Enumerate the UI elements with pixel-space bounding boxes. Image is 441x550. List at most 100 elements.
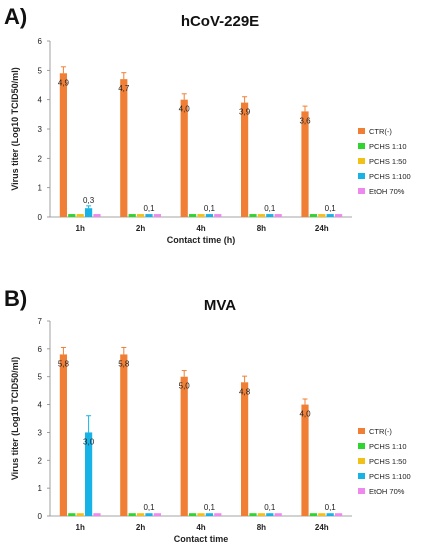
legend-entry: PCHS 1:50 xyxy=(369,157,407,166)
legend-entry: EtOH 70% xyxy=(369,487,405,496)
y-tick-label: 0 xyxy=(38,512,43,521)
legend-swatch xyxy=(358,428,365,434)
bar xyxy=(214,214,222,217)
bar xyxy=(76,214,84,217)
y-tick-label: 5 xyxy=(38,66,43,75)
data-label: 0,1 xyxy=(325,503,337,512)
x-axis-label: Contact time xyxy=(174,534,229,544)
bar xyxy=(335,513,343,516)
legend-entry: EtOH 70% xyxy=(369,187,405,196)
legend-swatch xyxy=(358,473,365,479)
bar xyxy=(189,513,197,516)
bar xyxy=(120,354,128,516)
data-label: 0,1 xyxy=(264,503,276,512)
bar xyxy=(241,382,249,516)
data-label: 3,0 xyxy=(83,437,95,446)
legend-entry: PCHS 1:10 xyxy=(369,142,407,151)
bar xyxy=(318,214,326,217)
legend-swatch xyxy=(358,173,365,179)
legend-entry: CTR(-) xyxy=(369,127,392,136)
x-tick-label: 4h xyxy=(196,224,205,233)
bar xyxy=(76,513,84,516)
x-tick-label: 8h xyxy=(257,224,266,233)
bar xyxy=(309,214,317,217)
bar xyxy=(59,354,67,516)
chart-title-mva: MVA xyxy=(204,297,236,314)
panel-letter-b: B) xyxy=(4,286,27,311)
bar xyxy=(257,214,265,217)
x-tick-label: 1h xyxy=(76,224,85,233)
bar xyxy=(318,513,326,516)
x-tick-label: 8h xyxy=(257,523,266,532)
data-label: 4,0 xyxy=(179,105,191,114)
data-label: 0,1 xyxy=(325,204,337,213)
bar xyxy=(93,513,101,516)
bar xyxy=(249,513,257,516)
bar xyxy=(214,513,222,516)
panel-letter-a: A) xyxy=(4,4,27,29)
bar xyxy=(137,214,145,217)
chart-panel-hcov: A) hCoV-229E 0 1 2 3 4 5 6 1h 2h 4h 8h 24h 4,9 4,7 4,0… xyxy=(4,4,411,245)
data-label: 3,9 xyxy=(239,108,251,117)
bar xyxy=(145,214,153,217)
legend-entry: PCHS 1:10 xyxy=(369,442,407,451)
bar xyxy=(153,214,161,217)
legend-swatch xyxy=(358,488,365,494)
bar xyxy=(326,513,334,516)
legend-entry: PCHS 1:100 xyxy=(369,172,411,181)
bar xyxy=(145,513,153,516)
y-axis-label: Virus titer (Log10 TCID50/ml) xyxy=(10,67,20,190)
y-tick-label: 0 xyxy=(38,213,43,222)
y-tick-label: 7 xyxy=(38,317,43,326)
bar xyxy=(197,513,205,516)
x-tick-label: 24h xyxy=(315,523,329,532)
bar xyxy=(241,102,249,217)
data-label: 0,1 xyxy=(143,503,155,512)
y-tick-label: 1 xyxy=(38,484,43,493)
bar xyxy=(128,214,136,217)
bar xyxy=(153,513,161,516)
bar xyxy=(274,513,282,516)
bar xyxy=(205,214,213,217)
data-label: 0,1 xyxy=(204,204,216,213)
legend-swatch xyxy=(358,158,365,164)
bar xyxy=(326,214,334,217)
bar xyxy=(120,79,128,217)
bar xyxy=(137,513,145,516)
data-label: 5,0 xyxy=(179,382,191,391)
legend-entry: CTR(-) xyxy=(369,427,392,436)
x-tick-label: 2h xyxy=(136,523,145,532)
legend-entry: PCHS 1:100 xyxy=(369,472,411,481)
data-label: 0,3 xyxy=(83,196,95,205)
y-tick-label: 2 xyxy=(38,456,43,465)
bar xyxy=(301,404,309,516)
bar xyxy=(335,214,343,217)
bar xyxy=(309,513,317,516)
data-label: 4,7 xyxy=(118,84,130,93)
data-label: 5,8 xyxy=(58,359,70,368)
bar xyxy=(93,214,101,217)
y-tick-label: 5 xyxy=(38,373,43,382)
data-label: 3,6 xyxy=(299,116,311,125)
bar xyxy=(180,376,188,516)
y-tick-label: 6 xyxy=(38,345,43,354)
bar xyxy=(301,111,309,217)
y-tick-label: 1 xyxy=(38,184,43,193)
bar xyxy=(266,513,274,516)
legend-entry: PCHS 1:50 xyxy=(369,457,407,466)
legend-swatch xyxy=(358,188,365,194)
x-tick-label: 4h xyxy=(196,523,205,532)
bar xyxy=(266,214,274,217)
bar xyxy=(68,214,76,217)
bar xyxy=(180,99,188,217)
bar xyxy=(128,513,136,516)
x-tick-label: 1h xyxy=(76,523,85,532)
bar xyxy=(189,214,197,217)
y-axis-label: Virus titer (Log10 TCID50/ml) xyxy=(10,357,20,480)
data-label: 0,1 xyxy=(143,204,155,213)
bar xyxy=(59,73,67,218)
y-tick-label: 4 xyxy=(38,401,43,410)
y-tick-label: 3 xyxy=(38,125,43,134)
data-label: 5,8 xyxy=(118,359,130,368)
